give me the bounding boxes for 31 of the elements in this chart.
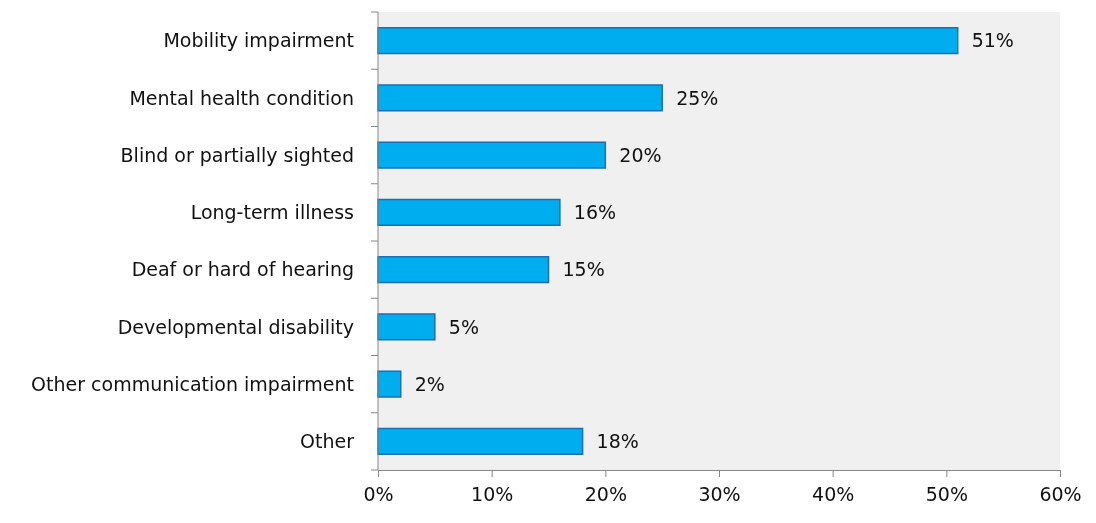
data-label: 51% bbox=[971, 29, 1014, 52]
x-tick-label: 40% bbox=[812, 482, 855, 505]
bar bbox=[377, 313, 436, 341]
y-tick-label: Other bbox=[300, 430, 355, 453]
y-tick-label: Developmental disability bbox=[117, 315, 354, 338]
y-tick-label: Long-term illness bbox=[190, 201, 354, 224]
data-label: 18% bbox=[596, 430, 639, 453]
data-label: 5% bbox=[448, 315, 479, 338]
bar bbox=[377, 141, 607, 169]
y-tick-label: Other communication impairment bbox=[31, 372, 354, 395]
y-tick-label: Blind or partially sighted bbox=[120, 143, 354, 166]
data-label: 25% bbox=[676, 86, 719, 109]
x-tick-label: 10% bbox=[471, 482, 514, 505]
x-tick-label: 20% bbox=[584, 482, 627, 505]
y-tick-label: Mental health condition bbox=[129, 86, 354, 109]
x-tick-label: 50% bbox=[925, 482, 968, 505]
x-tick-label: 30% bbox=[698, 482, 741, 505]
y-tick-label: Mobility impairment bbox=[163, 29, 354, 52]
bar bbox=[377, 255, 550, 284]
bar bbox=[377, 26, 959, 55]
data-label: 2% bbox=[414, 372, 445, 395]
data-label: 15% bbox=[562, 258, 605, 281]
bar bbox=[377, 370, 402, 398]
x-tick-label: 60% bbox=[1039, 482, 1082, 505]
y-tick-label: Deaf or hard of hearing bbox=[131, 258, 354, 281]
data-label: 16% bbox=[573, 201, 617, 224]
data-label: 20% bbox=[619, 143, 662, 166]
bar bbox=[377, 427, 584, 456]
bar bbox=[377, 198, 561, 227]
bar bbox=[377, 84, 663, 112]
x-tick-label: 0% bbox=[363, 482, 394, 505]
